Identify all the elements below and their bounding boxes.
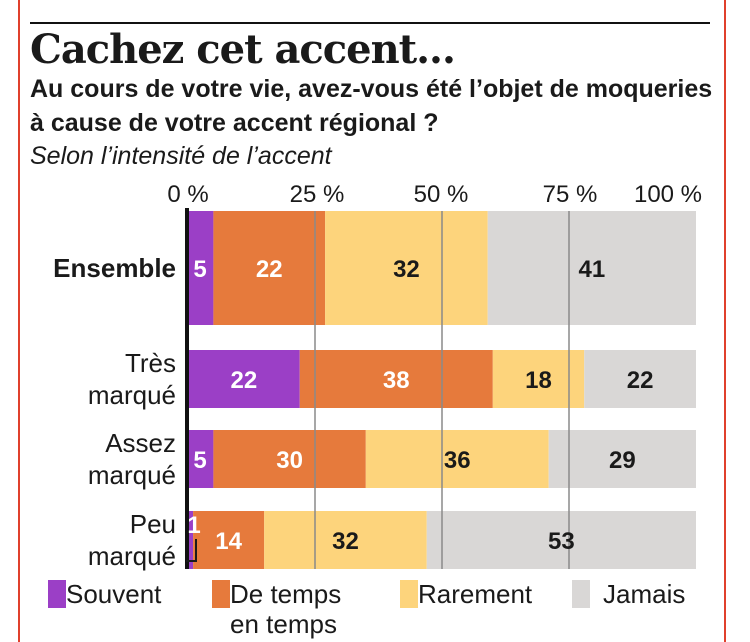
x-tick-label: 50 % [414, 181, 469, 208]
bar-segment [325, 211, 488, 325]
value-label: 14 [215, 528, 242, 555]
legend-swatch [48, 580, 66, 608]
value-label: 29 [609, 447, 636, 474]
bar-segment [299, 350, 493, 408]
bar-segment [548, 430, 696, 488]
bar-segment [188, 511, 194, 569]
value-label: 18 [525, 367, 552, 394]
value-label: 5 [193, 447, 206, 474]
value-label: 41 [579, 256, 606, 283]
bar-segment [213, 430, 366, 488]
chart-subtitle: Au cours de votre vie, avez-vous été l’o… [30, 75, 713, 137]
value-label: 32 [393, 256, 420, 283]
bar-segment [193, 511, 265, 569]
category-label: marqué [88, 380, 176, 410]
legend-label: Jamais [603, 579, 685, 609]
bar-segment [584, 350, 696, 408]
value-label: 30 [276, 447, 303, 474]
x-tick-label: 0 % [167, 181, 208, 208]
value-label: 22 [627, 367, 654, 394]
chart-note: Selon l’intensité de l’accent [30, 142, 332, 170]
bar-segment [188, 430, 214, 488]
label-leader-line [186, 539, 197, 562]
frame-right-rule [724, 0, 726, 642]
legend-label: en temps [230, 609, 337, 639]
value-label: 53 [548, 528, 575, 555]
top-rule [30, 22, 710, 24]
value-label: 22 [231, 367, 258, 394]
legend-label: Souvent [66, 579, 162, 609]
value-label: 32 [332, 528, 359, 555]
frame-left-rule [18, 0, 20, 642]
bar-segment [213, 211, 326, 325]
value-label: 1 [187, 512, 200, 539]
legend-label: De temps [230, 579, 341, 609]
category-label: Très [125, 348, 176, 378]
value-label: 22 [256, 256, 283, 283]
category-label: Ensemble [53, 253, 176, 283]
legend-label: Rarement [418, 579, 533, 609]
category-label: Assez [105, 428, 176, 458]
category-label: marqué [88, 460, 176, 490]
legend-swatch [400, 580, 418, 608]
category-label: marqué [88, 541, 176, 571]
bar-segment [426, 511, 696, 569]
bar-segment [487, 211, 696, 325]
legend-swatch [212, 580, 230, 608]
bar-segment [264, 511, 427, 569]
x-tick-label: 75 % [543, 181, 598, 208]
chart-title: Cachez cet accent... [30, 26, 456, 73]
legend-swatch [572, 580, 590, 608]
value-label: 5 [193, 256, 206, 283]
category-label: Peu [130, 509, 176, 539]
bar-segment [188, 211, 214, 325]
value-label: 36 [444, 447, 471, 474]
bar-segment [188, 350, 300, 408]
x-tick-label: 25 % [290, 181, 345, 208]
value-label: 38 [383, 367, 410, 394]
bar-segment [365, 430, 549, 488]
x-tick-label: 100 % [634, 181, 702, 208]
